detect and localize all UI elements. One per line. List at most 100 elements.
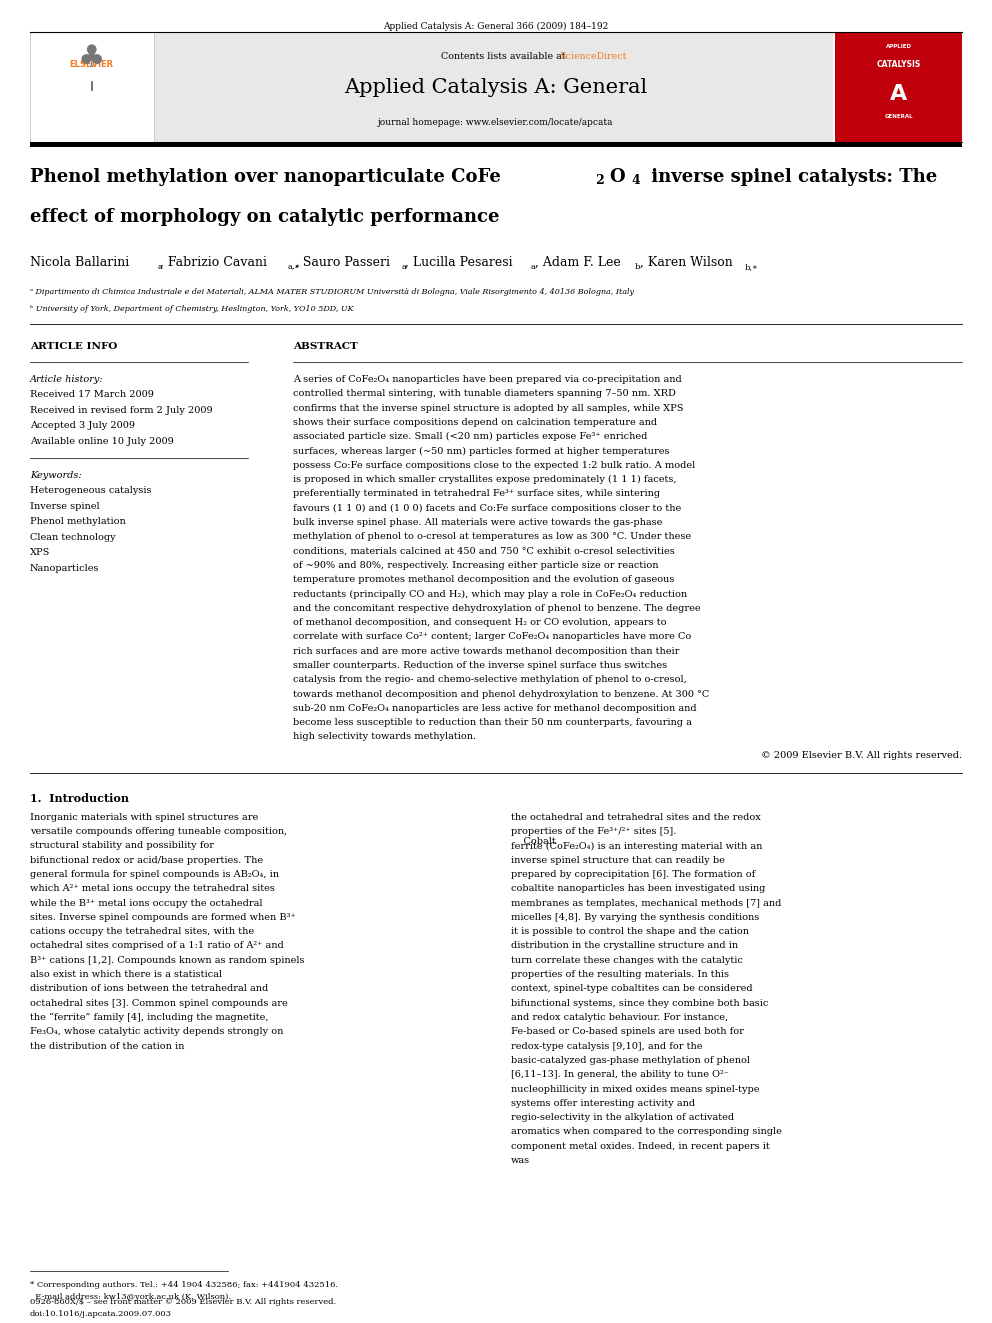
Text: the “ferrite” family [4], including the magnetite,: the “ferrite” family [4], including the … (30, 1013, 268, 1023)
Text: correlate with surface Co²⁺ content; larger CoFe₂O₄ nanoparticles have more Co: correlate with surface Co²⁺ content; lar… (293, 632, 690, 642)
Text: confirms that the inverse spinel structure is adopted by all samples, while XPS: confirms that the inverse spinel structu… (293, 404, 683, 413)
Text: and the concomitant respective dehydroxylation of phenol to benzene. The degree: and the concomitant respective dehydroxy… (293, 603, 700, 613)
Text: Accepted 3 July 2009: Accepted 3 July 2009 (30, 422, 135, 430)
Text: bifunctional systems, since they combine both basic: bifunctional systems, since they combine… (511, 999, 768, 1008)
Text: sites. Inverse spinel compounds are formed when B³⁺: sites. Inverse spinel compounds are form… (30, 913, 296, 922)
Text: GENERAL: GENERAL (885, 114, 913, 119)
Text: controlled thermal sintering, with tunable diameters spanning 7–50 nm. XRD: controlled thermal sintering, with tunab… (293, 389, 676, 398)
Text: Fe₃O₄, whose catalytic activity depends strongly on: Fe₃O₄, whose catalytic activity depends … (30, 1027, 283, 1036)
Text: a: a (531, 263, 536, 271)
Text: Fe-based or Co-based spinels are used both for: Fe-based or Co-based spinels are used bo… (511, 1027, 744, 1036)
Bar (30, 32, 154, 142)
Text: 1.  Introduction: 1. Introduction (30, 792, 129, 804)
Text: regio-selectivity in the alkylation of activated: regio-selectivity in the alkylation of a… (511, 1113, 734, 1122)
Text: conditions, materials calcined at 450 and 750 °C exhibit o-cresol selectivities: conditions, materials calcined at 450 an… (293, 546, 675, 556)
Text: , Lucilla Pesaresi: , Lucilla Pesaresi (405, 255, 513, 269)
Text: A series of CoFe₂O₄ nanoparticles have been prepared via co-precipitation and: A series of CoFe₂O₄ nanoparticles have b… (293, 374, 682, 384)
Text: distribution of ions between the tetrahedral and: distribution of ions between the tetrahe… (30, 984, 268, 994)
Text: b,∗: b,∗ (745, 263, 759, 271)
Text: properties of the Fe³⁺/²⁺ sites [5].
    Cobalt: properties of the Fe³⁺/²⁺ sites [5]. Cob… (511, 827, 677, 847)
Text: distribution in the crystalline structure and in: distribution in the crystalline structur… (511, 942, 738, 950)
Text: redox-type catalysis [9,10], and for the: redox-type catalysis [9,10], and for the (511, 1041, 702, 1050)
Text: Inverse spinel: Inverse spinel (30, 501, 99, 511)
Text: , Adam F. Lee: , Adam F. Lee (535, 255, 621, 269)
Text: Nicola Ballarini: Nicola Ballarini (30, 255, 129, 269)
Text: aromatics when compared to the corresponding single: aromatics when compared to the correspon… (511, 1127, 782, 1136)
Text: B³⁺ cations [1,2]. Compounds known as random spinels: B³⁺ cations [1,2]. Compounds known as ra… (30, 955, 305, 964)
Text: temperature promotes methanol decomposition and the evolution of gaseous: temperature promotes methanol decomposit… (293, 576, 674, 585)
Text: possess Co:Fe surface compositions close to the expected 1:2 bulk ratio. A model: possess Co:Fe surface compositions close… (293, 460, 694, 470)
Text: 4: 4 (632, 175, 641, 187)
Text: octahedral sites comprised of a 1:1 ratio of A²⁺ and: octahedral sites comprised of a 1:1 rati… (30, 942, 284, 950)
Text: ᵃ Dipartimento di Chimica Industriale e dei Materiali, ALMA MATER STUDIORUM Univ: ᵃ Dipartimento di Chimica Industriale e … (30, 288, 634, 296)
Text: the distribution of the cation in: the distribution of the cation in (30, 1041, 185, 1050)
Text: catalysis from the regio- and chemo-selective methylation of phenol to o-cresol,: catalysis from the regio- and chemo-sele… (293, 675, 686, 684)
Text: APPLIED: APPLIED (886, 44, 912, 49)
Text: , Karen Wilson: , Karen Wilson (640, 255, 732, 269)
Text: bifunctional redox or acid/base properties. The: bifunctional redox or acid/base properti… (30, 856, 263, 865)
Text: , Sauro Passeri: , Sauro Passeri (295, 255, 390, 269)
Text: effect of morphology on catalytic performance: effect of morphology on catalytic perfor… (30, 208, 499, 226)
Text: bulk inverse spinel phase. All materials were active towards the gas-phase: bulk inverse spinel phase. All materials… (293, 519, 662, 527)
Text: cobaltite nanoparticles has been investigated using: cobaltite nanoparticles has been investi… (511, 884, 765, 893)
Text: prepared by coprecipitation [6]. The formation of: prepared by coprecipitation [6]. The for… (511, 871, 755, 878)
Text: of ~90% and 80%, respectively. Increasing either particle size or reaction: of ~90% and 80%, respectively. Increasin… (293, 561, 658, 570)
Text: journal homepage: www.elsevier.com/locate/apcata: journal homepage: www.elsevier.com/locat… (378, 118, 614, 127)
Text: methylation of phenol to o-cresol at temperatures as low as 300 °C. Under these: methylation of phenol to o-cresol at tem… (293, 532, 690, 541)
Text: XPS: XPS (30, 548, 51, 557)
Text: 0926-860X/$ – see front matter © 2009 Elsevier B.V. All rights reserved.: 0926-860X/$ – see front matter © 2009 El… (30, 1298, 336, 1306)
Text: a: a (158, 263, 163, 271)
Text: also exist in which there is a statistical: also exist in which there is a statistic… (30, 970, 222, 979)
Text: nucleophillicity in mixed oxides means spinel-type: nucleophillicity in mixed oxides means s… (511, 1085, 760, 1094)
Text: Keywords:: Keywords: (30, 471, 81, 479)
Text: turn correlate these changes with the catalytic: turn correlate these changes with the ca… (511, 955, 743, 964)
Text: smaller counterparts. Reduction of the inverse spinel surface thus switches: smaller counterparts. Reduction of the i… (293, 662, 667, 669)
Text: E-mail address: kw13@york.ac.uk (K. Wilson).: E-mail address: kw13@york.ac.uk (K. Wils… (30, 1293, 231, 1301)
Text: micelles [4,8]. By varying the synthesis conditions: micelles [4,8]. By varying the synthesis… (511, 913, 759, 922)
Text: CATALYSIS: CATALYSIS (877, 60, 921, 69)
Text: it is possible to control the shape and the cation: it is possible to control the shape and … (511, 927, 749, 937)
Text: sub-20 nm CoFe₂O₄ nanoparticles are less active for methanol decomposition and: sub-20 nm CoFe₂O₄ nanoparticles are less… (293, 704, 696, 713)
Text: preferentially terminated in tetrahedral Fe³⁺ surface sites, while sintering: preferentially terminated in tetrahedral… (293, 490, 660, 499)
Text: Nanoparticles: Nanoparticles (30, 564, 99, 573)
Text: ELSEVIER: ELSEVIER (69, 60, 114, 69)
Text: general formula for spinel compounds is AB₂O₄, in: general formula for spinel compounds is … (30, 871, 279, 878)
Text: cations occupy the tetrahedral sites, with the: cations occupy the tetrahedral sites, wi… (30, 927, 254, 937)
Text: [6,11–13]. In general, the ability to tune O²⁻: [6,11–13]. In general, the ability to tu… (511, 1070, 729, 1080)
Text: ABSTRACT: ABSTRACT (293, 343, 357, 351)
Text: Heterogeneous catalysis: Heterogeneous catalysis (30, 486, 151, 495)
Text: towards methanol decomposition and phenol dehydroxylation to benzene. At 300 °C: towards methanol decomposition and pheno… (293, 689, 709, 699)
Text: , Fabrizio Cavani: , Fabrizio Cavani (160, 255, 267, 269)
Text: become less susceptible to reduction than their 50 nm counterparts, favouring a: become less susceptible to reduction tha… (293, 718, 691, 728)
Text: favours (1 1 0) and (1 0 0) facets and Co:Fe surface compositions closer to the: favours (1 1 0) and (1 0 0) facets and C… (293, 504, 681, 513)
Text: ferrite (CoFe₂O₄) is an interesting material with an: ferrite (CoFe₂O₄) is an interesting mate… (511, 841, 762, 851)
Text: systems offer interesting activity and: systems offer interesting activity and (511, 1099, 695, 1107)
Text: and redox catalytic behaviour. For instance,: and redox catalytic behaviour. For insta… (511, 1013, 728, 1021)
Text: Phenol methylation over nanoparticulate CoFe: Phenol methylation over nanoparticulate … (30, 168, 501, 187)
Text: Received 17 March 2009: Received 17 March 2009 (30, 390, 154, 400)
Text: basic-catalyzed gas-phase methylation of phenol: basic-catalyzed gas-phase methylation of… (511, 1056, 750, 1065)
Bar (835, 32, 962, 142)
Text: reductants (principally CO and H₂), which may play a role in CoFe₂O₄ reduction: reductants (principally CO and H₂), whic… (293, 590, 686, 598)
Text: context, spinel-type cobaltites can be considered: context, spinel-type cobaltites can be c… (511, 984, 753, 994)
Text: A: A (890, 83, 908, 105)
Text: associated particle size. Small (<20 nm) particles expose Fe³⁺ enriched: associated particle size. Small (<20 nm)… (293, 433, 647, 442)
Text: surfaces, whereas larger (~50 nm) particles formed at higher temperatures: surfaces, whereas larger (~50 nm) partic… (293, 446, 670, 455)
Text: ScienceDirect: ScienceDirect (559, 52, 626, 61)
Text: inverse spinel structure that can readily be: inverse spinel structure that can readil… (511, 856, 725, 865)
Text: a,∗: a,∗ (288, 263, 301, 271)
Text: component metal oxides. Indeed, in recent papers it: component metal oxides. Indeed, in recen… (511, 1142, 770, 1151)
Text: b: b (635, 263, 640, 271)
Text: Applied Catalysis A: General: Applied Catalysis A: General (344, 78, 648, 97)
Text: the octahedral and tetrahedral sites and the redox: the octahedral and tetrahedral sites and… (511, 812, 761, 822)
Text: ᵇ University of York, Department of Chemistry, Heslington, York, YO10 5DD, UK: ᵇ University of York, Department of Chem… (30, 306, 353, 314)
Text: * Corresponding authors. Tel.: +44 1904 432586; fax: +441904 432516.: * Corresponding authors. Tel.: +44 1904 … (30, 1281, 337, 1289)
Text: was: was (511, 1156, 530, 1166)
Text: membranes as templates, mechanical methods [7] and: membranes as templates, mechanical metho… (511, 898, 782, 908)
Text: ♣: ♣ (78, 44, 105, 73)
Text: rich surfaces and are more active towards methanol decomposition than their: rich surfaces and are more active toward… (293, 647, 679, 656)
Text: Applied Catalysis A: General 366 (2009) 184–192: Applied Catalysis A: General 366 (2009) … (383, 22, 609, 32)
Text: ARTICLE INFO: ARTICLE INFO (30, 343, 117, 351)
Text: Inorganic materials with spinel structures are: Inorganic materials with spinel structur… (30, 812, 258, 822)
Text: properties of the resulting materials. In this: properties of the resulting materials. I… (511, 970, 729, 979)
